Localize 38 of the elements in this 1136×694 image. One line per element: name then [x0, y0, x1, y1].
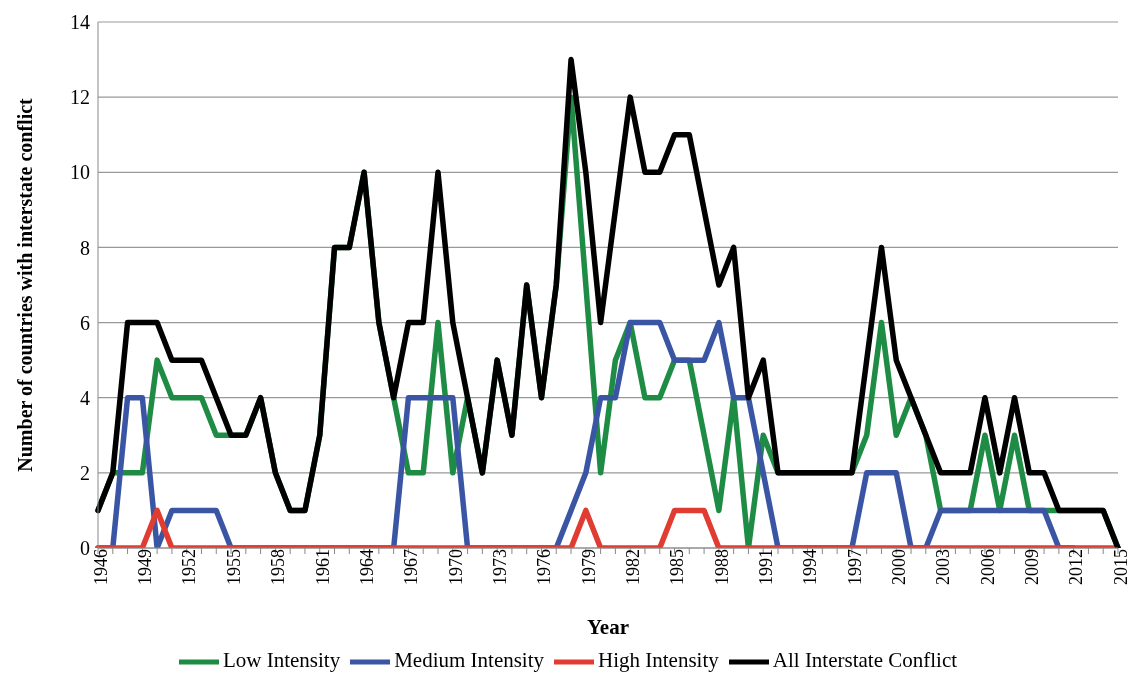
- y-tick-label: 4: [80, 386, 90, 409]
- x-tick-label: 1997: [844, 549, 865, 585]
- x-tick-label: 1955: [223, 549, 244, 585]
- x-tick-label: 1961: [312, 549, 333, 585]
- x-tick-label: 1949: [135, 549, 156, 585]
- x-tick-label: 1973: [489, 549, 510, 585]
- legend-label: All Interstate Conflict: [772, 647, 958, 672]
- x-tick-label: 2009: [1022, 549, 1043, 585]
- x-tick-label: 1988: [711, 549, 732, 585]
- y-tick-label: 14: [70, 11, 90, 34]
- y-tick-label: 6: [80, 311, 90, 334]
- x-tick-label: 1985: [667, 549, 688, 585]
- y-tick-label: 2: [80, 461, 90, 484]
- y-tick-label: 0: [80, 537, 90, 560]
- x-tick-label: 1967: [401, 549, 422, 585]
- legend-label: High Intensity: [598, 647, 719, 672]
- x-tick-label: 1991: [756, 549, 776, 585]
- x-tick-label: 1946: [90, 549, 111, 585]
- x-tick-label: 1964: [356, 549, 377, 585]
- x-tick-label: 2006: [977, 549, 998, 585]
- x-tick-label: 2000: [889, 549, 910, 585]
- x-tick-label: 1976: [534, 549, 555, 585]
- x-tick-label: 1958: [268, 549, 289, 585]
- x-axis-title: Year: [587, 615, 629, 639]
- x-tick-label: 1994: [800, 549, 821, 585]
- x-tick-label: 2012: [1066, 549, 1087, 585]
- legend-label: Medium Intensity: [394, 647, 545, 672]
- x-tick-label: 1970: [445, 549, 466, 585]
- y-axis-title: Number of countries with interstate conflict: [14, 97, 37, 472]
- x-tick-label: 2015: [1110, 549, 1131, 585]
- x-tick-label: 2003: [933, 549, 954, 585]
- y-tick-label: 10: [70, 161, 90, 184]
- x-tick-label: 1982: [622, 549, 643, 585]
- y-tick-label: 8: [80, 236, 90, 259]
- x-tick-label: 1979: [578, 549, 599, 585]
- y-tick-label: 12: [70, 86, 90, 109]
- legend-label: Low Intensity: [222, 647, 341, 672]
- x-tick-label: 1952: [179, 549, 200, 585]
